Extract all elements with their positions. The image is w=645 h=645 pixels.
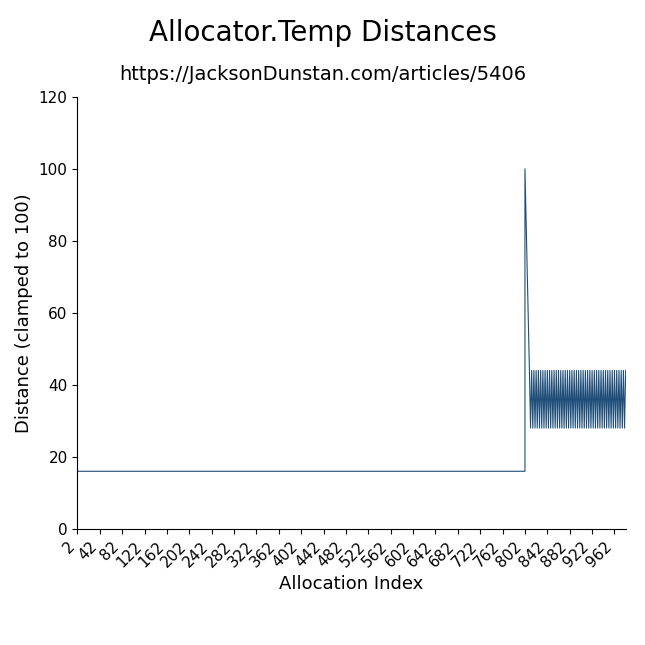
Text: https://JacksonDunstan.com/articles/5406: https://JacksonDunstan.com/articles/5406	[119, 64, 526, 83]
Text: Allocator.Temp Distances: Allocator.Temp Distances	[148, 19, 497, 47]
Y-axis label: Distance (clamped to 100): Distance (clamped to 100)	[15, 193, 34, 433]
X-axis label: Allocation Index: Allocation Index	[279, 575, 424, 593]
